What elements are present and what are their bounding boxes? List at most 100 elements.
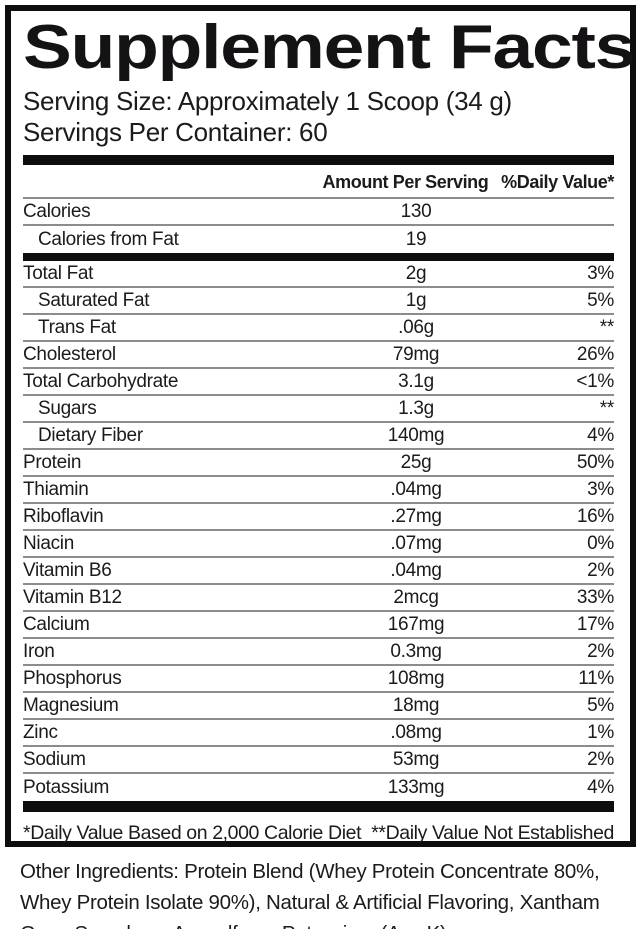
supplement-facts-label: Supplement Facts Serving Size: Approxima…: [5, 5, 636, 847]
nutrient-row-saturated-fat: Saturated Fat 1g 5%: [23, 288, 614, 315]
nutrient-row-sugars: Sugars 1.3g **: [23, 396, 614, 423]
nutrient-row-calories-from-fat: Calories from Fat 19: [23, 226, 614, 253]
nutrient-name: Total Carbohydrate: [23, 370, 179, 392]
other-ingredients-text: Other Ingredients: Protein Blend (Whey P…: [20, 860, 600, 929]
serving-size-text: Serving Size: Approximately 1 Scoop (34 …: [23, 86, 512, 116]
nutrient-dv: <1%: [576, 370, 614, 392]
nutrient-amount: .04mg: [390, 559, 442, 581]
nutrient-row-riboflavin: Riboflavin .27mg 16%: [23, 504, 614, 531]
nutrient-name: Sugars: [38, 397, 97, 419]
nutrient-name: Niacin: [23, 532, 74, 554]
nutrient-row-trans-fat: Trans Fat .06g **: [23, 315, 614, 342]
nutrient-dv: 17%: [576, 613, 614, 635]
nutrient-row-cholesterol: Cholesterol 79mg 26%: [23, 342, 614, 369]
nutrient-dv: **: [599, 316, 615, 338]
nutrient-name: Calories from Fat: [38, 228, 179, 250]
nutrient-name: Riboflavin: [23, 505, 104, 527]
nutrient-row-potassium: Potassium 133mg 4%: [23, 774, 614, 801]
nutrient-dv: 3%: [587, 262, 614, 284]
section-bar-top: [23, 155, 614, 165]
nutrient-row-total-carbohydrate: Total Carbohydrate 3.1g <1%: [23, 369, 614, 396]
nutrient-row-magnesium: Magnesium 18mg 5%: [23, 693, 614, 720]
nutrient-name: Protein: [23, 451, 82, 473]
nutrient-amount: 1.3g: [398, 397, 434, 419]
nutrient-amount: 2mcg: [393, 586, 439, 608]
nutrient-amount: 19: [405, 228, 427, 250]
nutrient-row-calcium: Calcium 167mg 17%: [23, 612, 614, 639]
footnote-not-established: **Daily Value Not Established: [371, 822, 614, 844]
nutrient-dv: 1%: [587, 721, 614, 743]
nutrient-dv: 5%: [587, 694, 614, 716]
nutrient-name: Vitamin B12: [23, 586, 122, 608]
nutrient-name: Potassium: [23, 776, 110, 798]
nutrient-amount: .06g: [398, 316, 434, 338]
nutrient-name: Iron: [23, 640, 55, 662]
nutrient-amount: 167mg: [387, 613, 445, 635]
nutrient-name: Thiamin: [23, 478, 89, 500]
nutrient-row-dietary-fiber: Dietary Fiber 140mg 4%: [23, 423, 614, 450]
section-bar-bottom: [23, 801, 614, 812]
nutrient-amount: 133mg: [387, 776, 445, 798]
nutrient-row-protein: Protein 25g 50%: [23, 450, 614, 477]
nutrient-row-thiamin: Thiamin .04mg 3%: [23, 477, 614, 504]
nutrient-name: Calories: [23, 200, 91, 222]
nutrient-amount: 2g: [405, 262, 427, 284]
nutrient-amount: 3.1g: [398, 370, 434, 392]
nutrient-name: Phosphorus: [23, 667, 122, 689]
nutrient-dv: 2%: [587, 748, 614, 770]
nutrient-dv: 11%: [578, 667, 614, 689]
nutrient-dv: 33%: [576, 586, 614, 608]
nutrient-row-sodium: Sodium 53mg 2%: [23, 747, 614, 774]
nutrient-name: Vitamin B6: [23, 559, 112, 581]
nutrient-name: Sodium: [23, 748, 86, 770]
nutrient-row-calories: Calories 130: [23, 199, 614, 226]
nutrient-dv: **: [599, 397, 615, 419]
nutrient-name: Calcium: [23, 613, 90, 635]
nutrient-amount: 130: [400, 200, 432, 222]
nutrient-row-total-fat: Total Fat 2g 3%: [23, 261, 614, 288]
nutrient-dv: 16%: [576, 505, 614, 527]
nutrient-dv: 50%: [576, 451, 614, 473]
nutrient-row-vitamin-b12: Vitamin B12 2mcg 33%: [23, 585, 614, 612]
nutrient-amount: 18mg: [392, 694, 440, 716]
nutrient-amount: 108mg: [387, 667, 445, 689]
nutrient-name: Dietary Fiber: [38, 424, 143, 446]
nutrient-name: Saturated Fat: [38, 289, 150, 311]
nutrient-row-vitamin-b6: Vitamin B6 .04mg 2%: [23, 558, 614, 585]
footnote-daily-value: *Daily Value Based on 2,000 Calorie Diet: [23, 822, 362, 844]
nutrient-dv: 26%: [576, 343, 614, 365]
nutrient-row-phosphorus: Phosphorus 108mg 11%: [23, 666, 614, 693]
nutrient-name: Zinc: [23, 721, 58, 743]
footnote-row: *Daily Value Based on 2,000 Calorie Diet…: [23, 822, 614, 845]
nutrient-amount: 1g: [405, 289, 427, 311]
nutrient-name: Cholesterol: [23, 343, 116, 365]
nutrient-row-niacin: Niacin .07mg 0%: [23, 531, 614, 558]
nutrient-row-zinc: Zinc .08mg 1%: [23, 720, 614, 747]
nutrient-amount: 79mg: [392, 343, 440, 365]
nutrient-amount: .04mg: [390, 478, 442, 500]
amount-per-serving-header: Amount Per Serving: [322, 172, 489, 192]
nutrient-dv: 4%: [587, 424, 614, 446]
nutrient-name: Trans Fat: [38, 316, 116, 338]
nutrient-row-iron: Iron 0.3mg 2%: [23, 639, 614, 666]
nutrient-amount: 140mg: [387, 424, 445, 446]
nutrient-amount: .08mg: [390, 721, 442, 743]
nutrient-amount: .27mg: [390, 505, 442, 527]
nutrient-name: Total Fat: [23, 262, 94, 284]
nutrient-amount: 53mg: [392, 748, 440, 770]
nutrient-dv: 0%: [587, 532, 614, 554]
servings-per-container-text: Servings Per Container: 60: [23, 117, 328, 147]
nutrient-dv: 5%: [587, 289, 614, 311]
nutrient-dv: 4%: [587, 776, 614, 798]
nutrient-amount: .07mg: [390, 532, 442, 554]
section-bar-middle: [23, 253, 614, 261]
label-title: Supplement Facts: [23, 13, 635, 82]
nutrient-dv: 2%: [587, 640, 614, 662]
nutrient-dv: 3%: [587, 478, 614, 500]
daily-value-header: %Daily Value*: [501, 172, 614, 192]
nutrient-amount: 0.3mg: [390, 640, 442, 662]
nutrient-name: Magnesium: [23, 694, 119, 716]
nutrient-dv: 2%: [587, 559, 614, 581]
column-header-row: Amount Per Serving %Daily Value*: [23, 165, 614, 199]
nutrient-amount: 25g: [400, 451, 432, 473]
